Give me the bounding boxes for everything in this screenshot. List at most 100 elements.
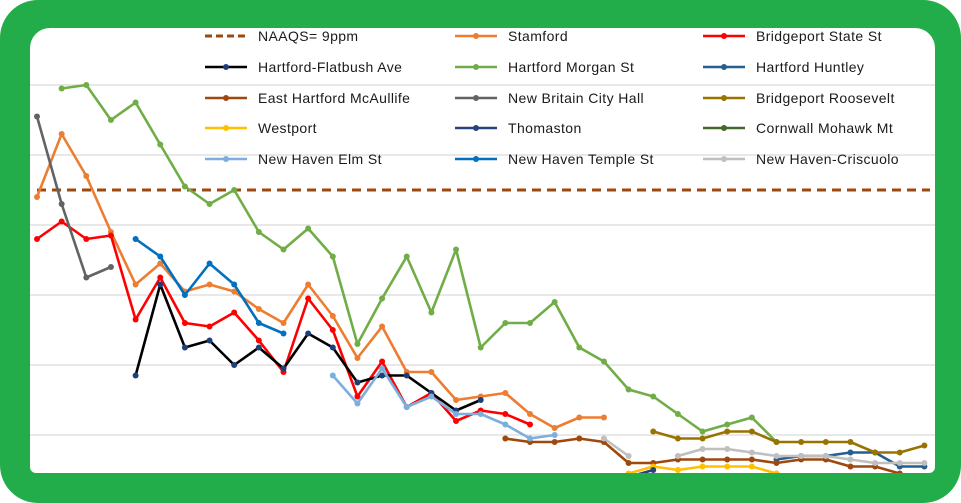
data-point (231, 362, 238, 368)
data-point (58, 201, 65, 207)
data-point (428, 393, 435, 400)
data-point (798, 439, 805, 445)
legend-label: Bridgeport Roosevelt (756, 90, 895, 106)
data-point (354, 355, 361, 361)
data-point (34, 113, 40, 120)
legend-marker (721, 33, 727, 39)
legend-entry: Hartford Huntley (703, 59, 864, 75)
legend-label: Westport (258, 120, 317, 136)
data-point (502, 411, 509, 417)
data-point (699, 435, 706, 442)
legend-marker (721, 95, 727, 101)
data-point (477, 411, 484, 417)
data-point (551, 439, 558, 445)
data-point (699, 456, 706, 463)
data-point (847, 439, 854, 445)
series-thomaston (637, 467, 657, 473)
legend-entry: Bridgeport State St (703, 28, 881, 44)
data-point (921, 442, 928, 449)
data-point (551, 432, 558, 438)
data-point (181, 320, 188, 326)
data-point (847, 449, 854, 456)
legend-marker (223, 95, 229, 101)
data-point (206, 281, 213, 288)
data-point (181, 292, 188, 298)
data-point (527, 421, 533, 428)
data-point (847, 456, 854, 463)
data-point (280, 330, 287, 337)
data-point (132, 281, 139, 288)
data-point (206, 323, 213, 330)
data-point (921, 460, 928, 466)
data-point (231, 281, 238, 288)
legend-entry: New Haven Elm St (205, 151, 382, 167)
series-line (331, 367, 555, 440)
data-point (600, 435, 607, 442)
legend-entry: Thomaston (455, 120, 582, 136)
data-point (157, 260, 164, 267)
legend-marker (473, 33, 479, 39)
gridlines (30, 84, 935, 436)
data-point (502, 320, 509, 326)
chart-area: NAAQS= 9ppm Stamford Bridgeport State St Ha… (30, 28, 935, 473)
data-point (724, 463, 731, 470)
data-point (403, 253, 410, 260)
data-point (428, 309, 435, 316)
data-point (83, 274, 90, 281)
legend-marker (473, 95, 479, 101)
data-point (157, 281, 164, 288)
legend-label: Hartford Morgan St (508, 59, 634, 75)
legend-entry: NAAQS= 9ppm (205, 28, 358, 44)
data-point (724, 421, 731, 428)
data-point (181, 344, 188, 351)
data-point (107, 264, 114, 270)
series-new-haven-elm-st (329, 365, 558, 442)
data-point (255, 344, 262, 351)
data-point (650, 467, 657, 473)
data-point (329, 344, 336, 351)
data-point (674, 467, 681, 473)
data-point (724, 446, 731, 452)
data-point (477, 344, 484, 351)
data-point (748, 456, 755, 463)
data-point (280, 246, 287, 253)
series-line (637, 468, 654, 473)
data-point (724, 456, 731, 463)
data-point (453, 246, 460, 253)
legend-entry: Cornwall Mohawk Mt (703, 120, 893, 136)
series-hartford-flatbush-ave (132, 281, 484, 414)
data-point (576, 414, 583, 421)
data-point (305, 295, 312, 302)
series-line (652, 430, 925, 454)
data-point (502, 390, 509, 396)
data-point (872, 460, 879, 466)
data-point (650, 428, 657, 435)
data-point (748, 463, 755, 470)
series-hartford-morgan-st (58, 82, 780, 445)
data-point (453, 411, 460, 417)
data-point (231, 309, 238, 316)
data-point (403, 404, 410, 410)
data-point (773, 470, 780, 473)
data-point (329, 253, 336, 260)
legend-label: New Haven-Criscuolo (756, 151, 899, 167)
data-point (896, 460, 903, 466)
data-point (699, 428, 706, 435)
data-point (354, 379, 361, 386)
series-bridgeport-roosevelt (650, 428, 928, 456)
data-point (453, 397, 460, 403)
legend-label: Thomaston (508, 120, 582, 136)
legend-label: East Hartford McAullife (258, 90, 410, 106)
legend-label: Hartford Huntley (756, 59, 864, 75)
data-point (600, 358, 607, 365)
data-point (674, 435, 681, 442)
legend-marker (473, 125, 479, 131)
legend-label: New Haven Elm St (258, 151, 382, 167)
data-point (748, 428, 755, 435)
series-new-haven-temple-st (132, 236, 287, 337)
legend-label: Hartford-Flatbush Ave (258, 59, 402, 75)
data-point (748, 414, 755, 421)
data-point (699, 446, 706, 452)
data-point (107, 117, 114, 123)
series-line (603, 437, 630, 458)
